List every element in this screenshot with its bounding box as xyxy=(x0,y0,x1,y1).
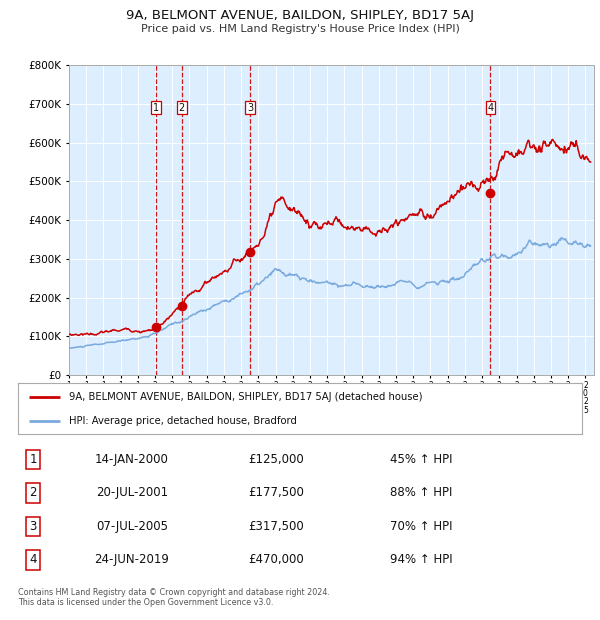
Text: 9A, BELMONT AVENUE, BAILDON, SHIPLEY, BD17 5AJ: 9A, BELMONT AVENUE, BAILDON, SHIPLEY, BD… xyxy=(126,9,474,22)
Text: 2: 2 xyxy=(179,103,185,113)
Text: 70% ↑ HPI: 70% ↑ HPI xyxy=(390,520,452,533)
Text: Contains HM Land Registry data © Crown copyright and database right 2024.
This d: Contains HM Land Registry data © Crown c… xyxy=(18,588,330,607)
Text: 3: 3 xyxy=(29,520,37,533)
Text: £177,500: £177,500 xyxy=(248,487,304,500)
Text: 20-JUL-2001: 20-JUL-2001 xyxy=(96,487,168,500)
Text: £125,000: £125,000 xyxy=(248,453,304,466)
Text: 4: 4 xyxy=(487,103,493,113)
Text: 45% ↑ HPI: 45% ↑ HPI xyxy=(390,453,452,466)
Text: HPI: Average price, detached house, Bradford: HPI: Average price, detached house, Brad… xyxy=(69,416,296,427)
Text: 1: 1 xyxy=(152,103,159,113)
Text: 1: 1 xyxy=(29,453,37,466)
Text: £317,500: £317,500 xyxy=(248,520,304,533)
Text: Price paid vs. HM Land Registry's House Price Index (HPI): Price paid vs. HM Land Registry's House … xyxy=(140,24,460,33)
Text: 9A, BELMONT AVENUE, BAILDON, SHIPLEY, BD17 5AJ (detached house): 9A, BELMONT AVENUE, BAILDON, SHIPLEY, BD… xyxy=(69,392,422,402)
Text: 3: 3 xyxy=(247,103,253,113)
Text: £470,000: £470,000 xyxy=(248,554,304,567)
Text: 4: 4 xyxy=(29,554,37,567)
Text: 24-JUN-2019: 24-JUN-2019 xyxy=(95,554,169,567)
Text: 94% ↑ HPI: 94% ↑ HPI xyxy=(390,554,452,567)
Text: 2: 2 xyxy=(29,487,37,500)
Text: 88% ↑ HPI: 88% ↑ HPI xyxy=(390,487,452,500)
Text: 14-JAN-2000: 14-JAN-2000 xyxy=(95,453,169,466)
Text: 07-JUL-2005: 07-JUL-2005 xyxy=(96,520,168,533)
